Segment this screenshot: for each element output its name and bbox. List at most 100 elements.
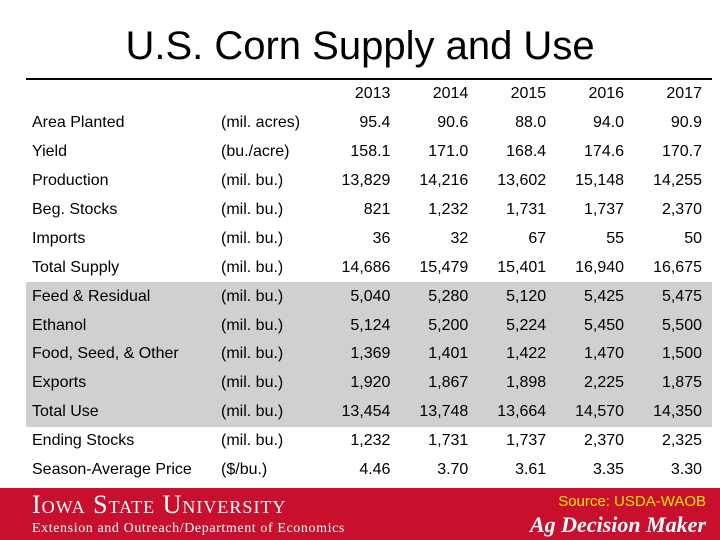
year-header-row: 2013 2014 2015 2016 2017 — [26, 80, 712, 109]
row-value: 1,401 — [400, 340, 479, 369]
row-value: 15,148 — [575, 172, 625, 190]
row-unit: (mil. bu.) — [221, 432, 284, 450]
row-value: 1,867 — [400, 368, 479, 398]
table-row: Ending Stocks (mil. bu.) 1,232 1,731 1,737 2,… — [26, 427, 712, 456]
row-value: 88.0 — [515, 114, 547, 132]
year-header: 2013 — [354, 85, 391, 103]
row-value: 5,200 — [400, 311, 479, 341]
row-value: 3.35 — [592, 461, 625, 479]
row-unit: (mil. bu.) — [221, 397, 323, 427]
row-value: 5,450 — [556, 311, 635, 341]
table-row: Exports (mil. bu.) 1,920 1,867 1,898 2,225 1,8… — [26, 368, 712, 398]
row-value: 5,224 — [478, 311, 557, 341]
row-value: 55 — [606, 229, 625, 247]
row-label: Yield — [32, 143, 67, 161]
supply-use-table: 2013 2014 2015 2016 2017 Area Planted (mi… — [26, 80, 712, 484]
row-value: 170.7 — [661, 143, 702, 161]
row-value: 14,570 — [556, 397, 635, 427]
row-label: Season-Average Price — [32, 461, 192, 479]
row-value: 2,370 — [584, 432, 625, 450]
row-value: 1,232 — [428, 201, 469, 218]
row-value: 3.61 — [515, 461, 547, 479]
row-value: 4.46 — [359, 461, 391, 479]
row-value: 13,829 — [341, 172, 391, 190]
row-value: 3.30 — [670, 461, 702, 479]
table-row: Yield (bu./acre) 158.1 171.0 168.4 174.6 170.7 — [26, 138, 712, 167]
row-unit: (mil. bu.) — [221, 340, 323, 369]
year-header: 2015 — [510, 85, 547, 103]
row-value: 1,731 — [428, 432, 469, 450]
row-value: 14,350 — [634, 397, 712, 427]
row-value: 5,475 — [634, 282, 712, 312]
row-value: 94.0 — [592, 114, 625, 132]
row-value: 14,216 — [419, 172, 469, 190]
year-header: 2016 — [588, 85, 625, 103]
row-unit: (mil. bu.) — [221, 282, 323, 312]
row-value: 168.4 — [506, 143, 547, 161]
page-title: U.S. Corn Supply and Use — [125, 24, 595, 68]
row-label: Ethanol — [26, 311, 222, 341]
row-value: 3.70 — [437, 461, 469, 479]
row-value: 15,401 — [497, 258, 547, 276]
row-value: 5,500 — [634, 311, 712, 341]
row-value: 2,225 — [556, 368, 635, 398]
row-value: 13,748 — [400, 397, 479, 427]
table-row: Feed & Residual (mil. bu.) 5,040 5,280 5,120… — [26, 282, 712, 312]
row-value: 13,664 — [478, 397, 557, 427]
table-row: Season-Average Price ($/bu.) 4.46 3.70 3.61 3… — [26, 456, 712, 485]
year-header: 2014 — [432, 85, 469, 103]
row-value: 14,255 — [653, 172, 702, 190]
row-value: 1,422 — [478, 340, 557, 369]
table-row: Imports (mil. bu.) 36 32 67 55 50 — [26, 224, 712, 253]
row-unit: (mil. acres) — [221, 114, 301, 132]
table-row: Food, Seed, & Other (mil. bu.) 1,369 1,401 1… — [26, 340, 712, 369]
row-unit: (mil. bu.) — [221, 229, 284, 247]
table-row: Production (mil. bu.) 13,829 14,216 13,602 15… — [26, 167, 712, 196]
row-label: Imports — [32, 229, 86, 247]
row-value: 1,737 — [506, 432, 547, 450]
row-value: 1,875 — [634, 368, 712, 398]
row-value: 95.4 — [359, 114, 391, 132]
footer-banner: Iowa State University Extension and Outr… — [0, 488, 720, 540]
row-unit: (mil. bu.) — [221, 201, 284, 218]
row-value: 50 — [684, 229, 702, 247]
table-row: Total Use (mil. bu.) 13,454 13,748 13,664 14,… — [26, 397, 712, 427]
row-unit: (mil. bu.) — [221, 172, 284, 190]
row-label: Ending Stocks — [32, 432, 135, 450]
row-value: 1,500 — [634, 340, 712, 369]
row-label: Food, Seed, & Other — [26, 340, 222, 369]
row-value: 158.1 — [350, 143, 391, 161]
row-value: 67 — [528, 229, 547, 247]
row-value: 821 — [363, 201, 391, 218]
row-label: Feed & Residual — [26, 282, 222, 312]
row-value: 36 — [372, 229, 391, 247]
university-logo-text: Iowa State University — [32, 490, 287, 519]
row-unit: (bu./acre) — [221, 143, 290, 161]
header-rule — [26, 78, 712, 80]
source-note: Source: USDA-WAOB — [558, 493, 706, 510]
row-value: 16,675 — [653, 258, 702, 276]
row-value: 90.9 — [670, 114, 702, 132]
row-value: 90.6 — [437, 114, 469, 132]
row-value: 16,940 — [575, 258, 625, 276]
row-value: 5,425 — [556, 282, 635, 312]
department-text: Extension and Outreach/Department of Eco… — [32, 521, 345, 536]
row-value: 1,737 — [584, 201, 625, 218]
row-value: 1,731 — [506, 201, 547, 218]
row-value: 1,898 — [478, 368, 557, 398]
table-row: Beg. Stocks (mil. bu.) 821 1,232 1,731 1,737 2… — [26, 196, 712, 225]
row-value: 174.6 — [584, 143, 625, 161]
row-value: 1,470 — [556, 340, 635, 369]
row-value: 1,369 — [322, 340, 401, 369]
row-value: 5,280 — [400, 282, 479, 312]
row-value: 5,120 — [478, 282, 557, 312]
row-value: 2,370 — [661, 201, 702, 218]
header-blank — [221, 80, 323, 109]
row-label: Area Planted — [32, 114, 125, 132]
row-unit: (mil. bu.) — [221, 258, 284, 276]
row-label: Total Supply — [32, 258, 120, 276]
row-label: Beg. Stocks — [32, 201, 118, 218]
table-row: Total Supply (mil. bu.) 14,686 15,479 15,401… — [26, 253, 712, 282]
brand-logo-text: Ag Decision Maker — [530, 512, 706, 537]
header-blank — [26, 80, 221, 109]
